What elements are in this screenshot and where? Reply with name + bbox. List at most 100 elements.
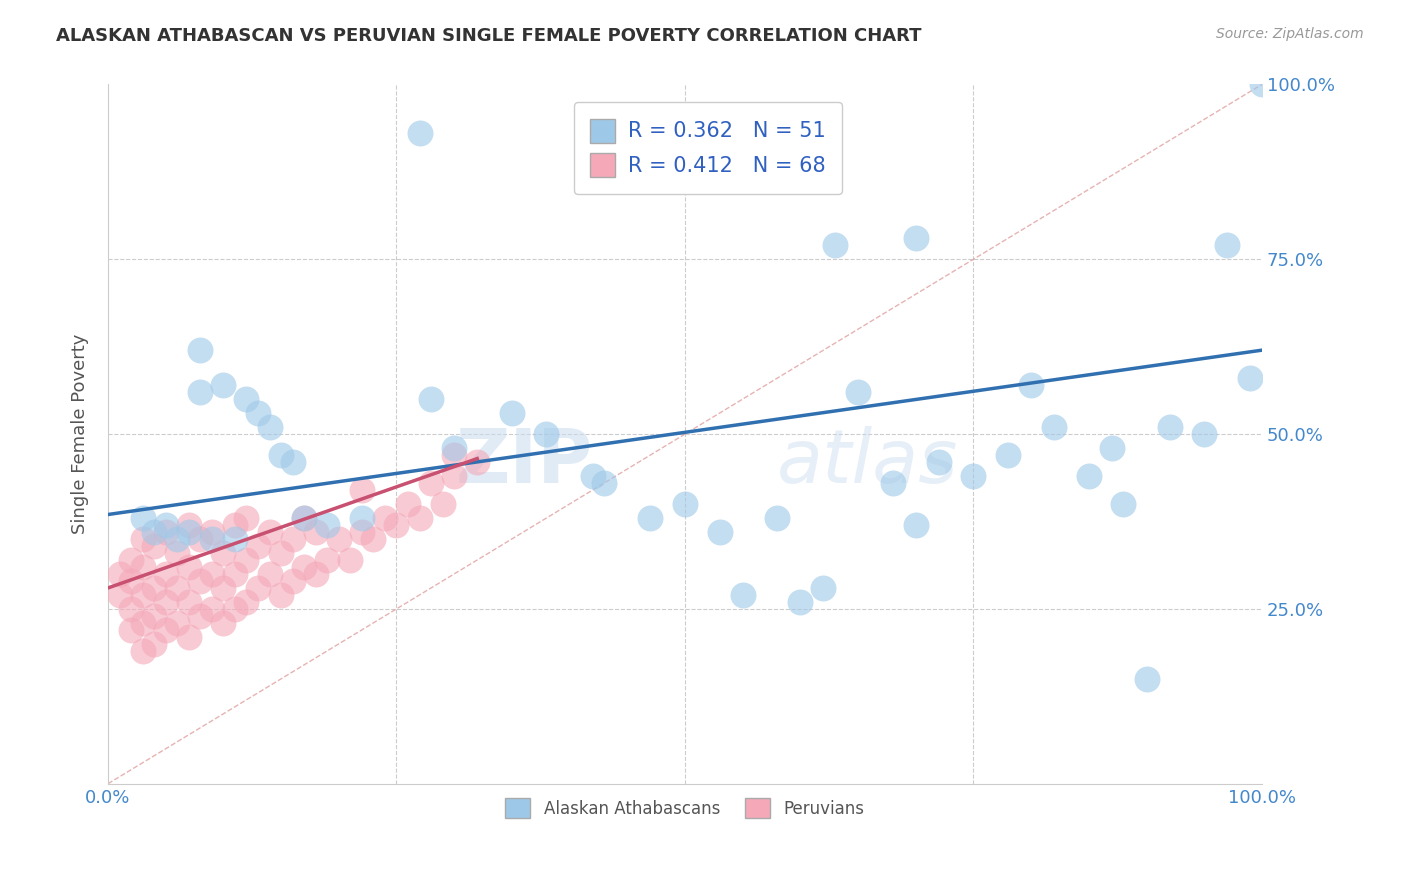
Point	[593, 476, 616, 491]
Point	[155, 518, 177, 533]
Point	[305, 524, 328, 539]
Point	[465, 455, 488, 469]
Point	[259, 420, 281, 434]
Point	[120, 623, 142, 637]
Point	[385, 518, 408, 533]
Point	[420, 392, 443, 406]
Point	[235, 392, 257, 406]
Point	[131, 560, 153, 574]
Point	[108, 566, 131, 581]
Y-axis label: Single Female Poverty: Single Female Poverty	[72, 334, 89, 534]
Point	[396, 497, 419, 511]
Point	[363, 532, 385, 546]
Point	[443, 448, 465, 462]
Point	[131, 615, 153, 630]
Point	[824, 238, 846, 252]
Point	[316, 553, 339, 567]
Point	[928, 455, 950, 469]
Point	[1112, 497, 1135, 511]
Point	[212, 546, 235, 560]
Point	[246, 581, 269, 595]
Point	[432, 497, 454, 511]
Point	[766, 511, 789, 525]
Point	[813, 581, 835, 595]
Point	[120, 574, 142, 588]
Point	[235, 553, 257, 567]
Point	[536, 427, 558, 442]
Point	[292, 511, 315, 525]
Point	[305, 566, 328, 581]
Point	[212, 581, 235, 595]
Point	[582, 469, 605, 483]
Point	[177, 595, 200, 609]
Point	[108, 588, 131, 602]
Point	[270, 448, 292, 462]
Point	[1077, 469, 1099, 483]
Point	[281, 455, 304, 469]
Point	[270, 546, 292, 560]
Point	[201, 566, 224, 581]
Point	[259, 566, 281, 581]
Point	[224, 602, 246, 616]
Point	[188, 574, 211, 588]
Point	[350, 483, 373, 497]
Point	[673, 497, 696, 511]
Point	[201, 532, 224, 546]
Point	[1043, 420, 1066, 434]
Point	[1239, 371, 1261, 385]
Point	[177, 630, 200, 644]
Point	[120, 602, 142, 616]
Point	[1135, 672, 1157, 686]
Point	[155, 595, 177, 609]
Point	[1216, 238, 1239, 252]
Point	[374, 511, 396, 525]
Point	[350, 511, 373, 525]
Text: atlas: atlas	[778, 426, 959, 498]
Point	[155, 623, 177, 637]
Point	[212, 615, 235, 630]
Point	[501, 406, 523, 420]
Point	[709, 524, 731, 539]
Point	[120, 553, 142, 567]
Point	[350, 524, 373, 539]
Legend: Alaskan Athabascans, Peruvians: Alaskan Athabascans, Peruvians	[499, 792, 872, 824]
Point	[1159, 420, 1181, 434]
Point	[1101, 441, 1123, 455]
Point	[420, 476, 443, 491]
Point	[224, 518, 246, 533]
Text: ZIP: ZIP	[456, 425, 593, 499]
Point	[328, 532, 350, 546]
Point	[166, 581, 188, 595]
Point	[235, 511, 257, 525]
Point	[270, 588, 292, 602]
Point	[143, 637, 166, 651]
Point	[1192, 427, 1215, 442]
Point	[143, 539, 166, 553]
Point	[339, 553, 361, 567]
Point	[131, 588, 153, 602]
Point	[224, 532, 246, 546]
Point	[224, 566, 246, 581]
Point	[408, 127, 430, 141]
Point	[316, 518, 339, 533]
Point	[235, 595, 257, 609]
Point	[188, 532, 211, 546]
Point	[212, 378, 235, 392]
Point	[201, 524, 224, 539]
Point	[177, 518, 200, 533]
Point	[188, 385, 211, 400]
Point	[246, 406, 269, 420]
Point	[1019, 378, 1042, 392]
Point	[259, 524, 281, 539]
Point	[904, 231, 927, 245]
Point	[640, 511, 662, 525]
Point	[281, 532, 304, 546]
Point	[201, 602, 224, 616]
Text: Source: ZipAtlas.com: Source: ZipAtlas.com	[1216, 27, 1364, 41]
Point	[155, 566, 177, 581]
Point	[131, 511, 153, 525]
Point	[246, 539, 269, 553]
Point	[846, 385, 869, 400]
Point	[443, 469, 465, 483]
Point	[443, 441, 465, 455]
